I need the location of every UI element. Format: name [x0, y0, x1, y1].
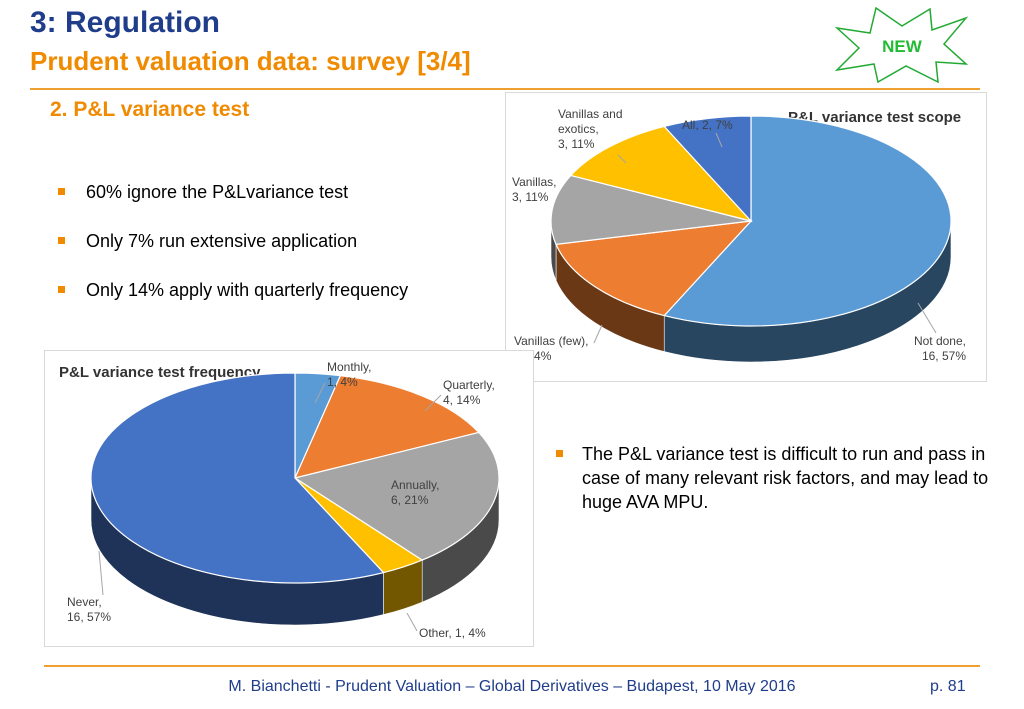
freq-label-monthly: Monthly, 1, 4%: [327, 360, 371, 389]
new-badge-label: NEW: [882, 37, 923, 56]
note-bullet: The P&L variance test is difficult to ru…: [556, 442, 1002, 514]
chart-title: P&L variance test scope: [788, 109, 961, 126]
chart-title: P&L variance test frequency: [59, 364, 261, 381]
starburst-icon: [834, 6, 968, 84]
scope-pie: [550, 115, 952, 363]
bullet-item: 60% ignore the P&Lvariance test: [58, 180, 498, 229]
freq-leader-other: [406, 612, 418, 632]
freq-leader-monthly: [314, 382, 326, 404]
scope-slice-vanillas-and-exotics: [569, 125, 753, 223]
section-heading: 2. P&L variance test: [50, 98, 250, 121]
slide-title: 3: Regulation: [30, 6, 221, 39]
scope-slice-vanillas: [550, 174, 752, 246]
freq-slice-annually: [293, 431, 500, 561]
scope-label-all: All, 2, 7%: [682, 118, 733, 132]
scope-leader-vanillas: [563, 188, 569, 206]
bullet-item: Only 7% run extensive application: [58, 229, 498, 278]
freq-slice-quarterly: [293, 374, 480, 479]
footer-divider: [44, 665, 980, 667]
header-divider: [30, 88, 980, 90]
frequency-chart: P&L variance test frequency Monthly, 1, 4…: [44, 350, 534, 647]
freq-label-other: Other, 1, 4%: [419, 626, 486, 640]
bullet-list: 60% ignore the P&Lvariance test Only 7% …: [58, 180, 498, 327]
page-number: p. 81: [930, 678, 966, 695]
scope-slice-not-done: [663, 115, 952, 327]
freq-slice-never: [90, 372, 385, 584]
freq-label-quarterly: Quarterly, 4, 14%: [443, 378, 495, 407]
scope-label-vanillas: Vanillas, 3, 11%: [512, 175, 556, 204]
slide-subtitle: Prudent valuation data: survey [3/4]: [30, 46, 471, 76]
freq-label-annually: Annually, 6, 21%: [391, 478, 439, 507]
scope-leader-all: [715, 132, 723, 148]
new-badge: NEW: [834, 6, 968, 84]
scope-slice-vanillas-few: [555, 220, 753, 317]
scope-label-not-done: Not done, 16, 57%: [914, 334, 966, 363]
scope-chart-svg: P&L variance test scope Not done, 16, 57%…: [512, 107, 966, 363]
scope-labels: Not done,16, 57%Vanillas (few),4, 14%Van…: [512, 107, 966, 363]
frequency-labels: Monthly, 1, 4% Quarterly, 4, 14% Annually, 6,…: [67, 360, 495, 640]
scope-leader-not-done: [917, 302, 937, 334]
frequency-pie: [90, 372, 500, 626]
freq-leader-quarterly: [424, 394, 442, 412]
bullet-item: Only 14% apply with quarterly frequency: [58, 278, 498, 327]
scope-leader-vanillas-and-exotics: [617, 154, 627, 164]
frequency-chart-svg: P&L variance test frequency Monthly, 1, 4…: [59, 360, 500, 640]
freq-leader-never: [98, 550, 104, 596]
scope-label-vanillas-and-exotics: Vanillas and exotics, 3, 11%: [558, 107, 623, 151]
scope-slice-all: [663, 115, 752, 223]
scope-leader-vanillas-few: [593, 324, 603, 344]
footer-text: M. Bianchetti - Prudent Valuation – Glob…: [228, 678, 796, 695]
freq-label-never: Never, 16, 57%: [67, 595, 111, 624]
scope-chart: P&L variance test scope Not done, 16, 57%…: [505, 92, 987, 382]
